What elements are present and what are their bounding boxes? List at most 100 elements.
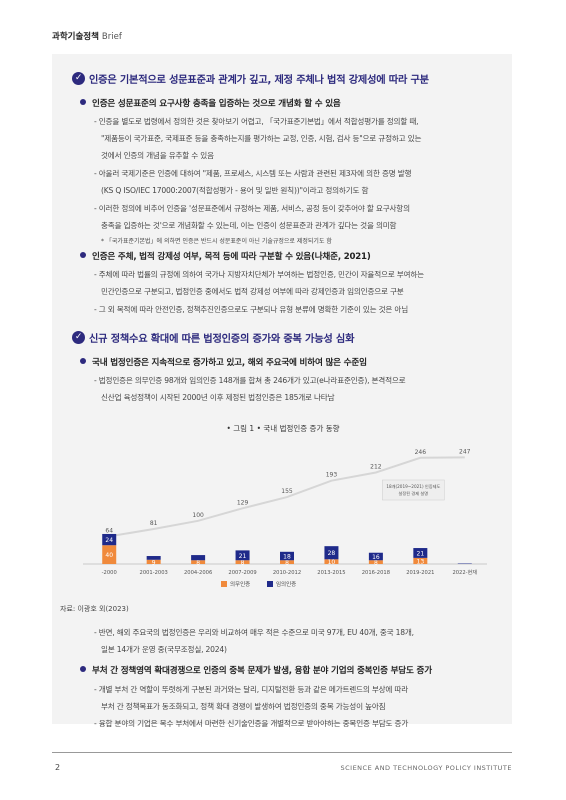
bar-mandatory [146, 559, 161, 564]
footer-divider [52, 752, 512, 753]
bar-mandatory [368, 560, 383, 564]
bar-value-label: 21 [417, 550, 425, 557]
section-title: 인증은 기본적으로 성문표준과 관계가 깊고, 제정 주체나 법적 강제성에 따… [89, 75, 429, 86]
body-line: - 개별 부처 간 역할이 뚜렷하게 구분된 과거와는 달리, 디지털전환 등과… [94, 685, 408, 694]
annotation-text: 설정된 경제 설명 [399, 490, 429, 497]
bullet: 부처 간 정책영역 확대경쟁으로 인증의 중복 문제가 발생, 융합 분야 기업… [80, 664, 432, 676]
body-line: 충족을 입증하는 것'으로 개념화할 수 있는데, 이는 인증이 성문표준과 관… [101, 221, 397, 230]
legend-swatch-voluntary [267, 581, 273, 587]
bar-value-label: 40 [105, 552, 113, 559]
x-tick-label: 2010-2012 [273, 570, 301, 576]
x-tick-label: 2001-2003 [140, 570, 168, 576]
cumulative-line [109, 456, 465, 538]
bullet-dot-icon [80, 99, 86, 105]
institute-name: SCIENCE AND TECHNOLOGY POLICY INSTITUTE [340, 764, 512, 772]
body-line: - 아울러 국제기준은 인증에 대하여 "제품, 프로세스, 시스템 또는 사람… [94, 169, 412, 178]
body-line: 신산업 육성정책이 시작된 2000년 이후 제정된 법정인증은 185개로 나… [101, 393, 335, 402]
cumulative-label: 64 [105, 527, 113, 534]
bullet: 인증은 주체, 법적 강제성 여부, 목적 등에 따라 구분할 수 있음(나채준… [80, 250, 371, 262]
legal-certification-chart: 402464-20009812001-200381002004-20068211… [83, 448, 487, 588]
header: 과학기술정책 Brief [52, 30, 122, 42]
bullet-dot-icon [80, 666, 86, 672]
cumulative-label: 193 [326, 472, 338, 479]
figure-caption: • 그림 1 • 국내 법정인증 증가 동향 [226, 424, 340, 433]
cumulative-label: 81 [150, 520, 158, 527]
section-heading: ✓ 신규 정책수요 확대에 따른 법정인증의 증가와 중복 가능성 심화 [72, 330, 354, 345]
bar-mandatory [280, 560, 294, 564]
body-line: "제품등이 국가표준, 국제표준 등을 충족하는지를 평가하는 교정, 인증, … [101, 134, 422, 143]
figure-source: 자료: 이광호 외(2023) [60, 605, 129, 613]
footnote: * 「국가표준기본법」에 의하면 인증은 반드시 성문표준이 아닌 기술규정으로… [101, 238, 332, 245]
check-circle-icon: ✓ [72, 331, 85, 344]
bar-voluntary [280, 551, 294, 561]
bar-value-label: 16 [372, 554, 380, 561]
body-line: 민간인증으로 구분되고, 법정인증 중에서도 법적 강제성 여부에 따라 강제인… [101, 287, 404, 296]
cumulative-label: 246 [415, 449, 427, 456]
header-title: 과학기술정책 [52, 32, 99, 42]
legend-label: 임의인증 [276, 580, 296, 588]
bullet-dot-icon [80, 358, 86, 364]
x-tick-label: 2007-2009 [228, 570, 256, 576]
body-line: (KS Q ISO/IEC 17000:2007(적합성평가 - 용어 및 일반… [101, 186, 369, 195]
bullet: 인증은 성문표준의 요구사항 충족을 입증하는 것으로 개념화 할 수 있음 [80, 97, 341, 109]
body-line: - 인증을 별도로 법령에서 정의한 것은 찾아보기 어렵고, 「국가표준기본법… [94, 117, 419, 126]
section-title: 신규 정책수요 확대에 따른 법정인증의 증가와 중복 가능성 심화 [89, 334, 355, 345]
content-panel [52, 54, 512, 724]
bullet-dot-icon [80, 252, 86, 258]
annotation-box [382, 479, 445, 501]
bar-value-label: 8 [241, 560, 245, 567]
body-line: - 이러한 정의에 비추어 인증을 '성문표준에서 규정하는 제품, 서비스, … [94, 204, 410, 213]
body-line: 것에서 인증의 개념을 유추할 수 있음 [101, 151, 214, 160]
x-tick-label: 2019-2021 [406, 570, 434, 576]
bar-voluntary [368, 552, 383, 561]
x-tick-label: 2022-현재 [452, 568, 477, 576]
cumulative-label: 212 [370, 463, 382, 470]
bar-mandatory [191, 560, 206, 564]
bar-value-label: 21 [239, 553, 247, 560]
bar-value-label: 18 [283, 554, 291, 561]
bar-voluntary [102, 533, 117, 546]
bar-mandatory [413, 557, 428, 564]
bar-voluntary [235, 550, 250, 561]
bar-voluntary [191, 555, 206, 561]
section-heading: ✓ 인증은 기본적으로 성문표준과 관계가 깊고, 제정 주체나 법적 강제성에 … [72, 71, 429, 86]
body-line: 일본 14개가 운영 중(국무조정실, 2024) [101, 645, 227, 654]
x-tick-label: 2016-2018 [362, 570, 390, 576]
body-line: - 반면, 해외 주요국의 법정인증은 우리와 비교하여 매우 적은 수준으로 … [94, 628, 414, 637]
bar-value-label: 24 [105, 537, 113, 544]
bullet-text: 국내 법정인증은 지속적으로 증가하고 있고, 해외 주요국에 비하여 많은 수… [92, 358, 367, 368]
bar-voluntary [413, 548, 428, 558]
cumulative-label: 155 [281, 488, 293, 495]
annotation-text: 18개(2019~2021) 인증제도 [386, 483, 440, 490]
bullet-text: 인증은 성문표준의 요구사항 충족을 입증하는 것으로 개념화 할 수 있음 [92, 99, 341, 109]
header-brief: Brief [101, 32, 122, 42]
cumulative-label: 247 [459, 448, 471, 455]
bar-value-label: 8 [196, 560, 200, 567]
x-tick-label: 2004-2006 [184, 570, 212, 576]
body-line: - 융합 분야의 기업은 복수 부처에서 마련한 신기술인증을 개별적으로 받아… [94, 719, 409, 728]
bullet: 국내 법정인증은 지속적으로 증가하고 있고, 해외 주요국에 비하여 많은 수… [80, 356, 367, 368]
x-tick-label: -2000 [102, 570, 117, 576]
bar-value-label: 8 [285, 560, 289, 567]
check-circle-icon: ✓ [72, 72, 85, 85]
legend-swatch-mandatory [221, 581, 227, 587]
bar-value-label: 9 [152, 559, 156, 566]
legend-label: 의무인증 [230, 581, 250, 588]
bar-value-label: 28 [328, 550, 336, 557]
bar-mandatory [235, 560, 250, 564]
bar-voluntary [324, 546, 339, 560]
page-number: 2 [55, 763, 61, 772]
body-line: - 그 외 목적에 따라 안전인증, 정책추진인증으로도 구분되나 유형 분류에… [94, 305, 408, 314]
cumulative-label: 129 [237, 499, 249, 506]
x-tick-label: 2013-2015 [317, 570, 345, 576]
bar-mandatory [324, 559, 339, 564]
bar-value-label: 10 [328, 559, 336, 566]
bar-value-label: 13 [417, 558, 425, 565]
bar-value-label: 8 [374, 560, 378, 567]
bar-mandatory [102, 545, 117, 564]
bullet-text: 부처 간 정책영역 확대경쟁으로 인증의 중복 문제가 발생, 융합 분야 기업… [92, 666, 432, 676]
bullet-text: 인증은 주체, 법적 강제성 여부, 목적 등에 따라 구분할 수 있음(나채준… [92, 252, 371, 262]
body-line: 부처 간 정책목표가 동조화되고, 정책 확대 경쟁이 발생하여 법정인증의 중… [101, 702, 386, 711]
body-line: - 주체에 따라 법률의 규정에 의하여 국가나 지방자치단체가 부여하는 법정… [94, 270, 424, 279]
cumulative-label: 100 [192, 512, 204, 519]
